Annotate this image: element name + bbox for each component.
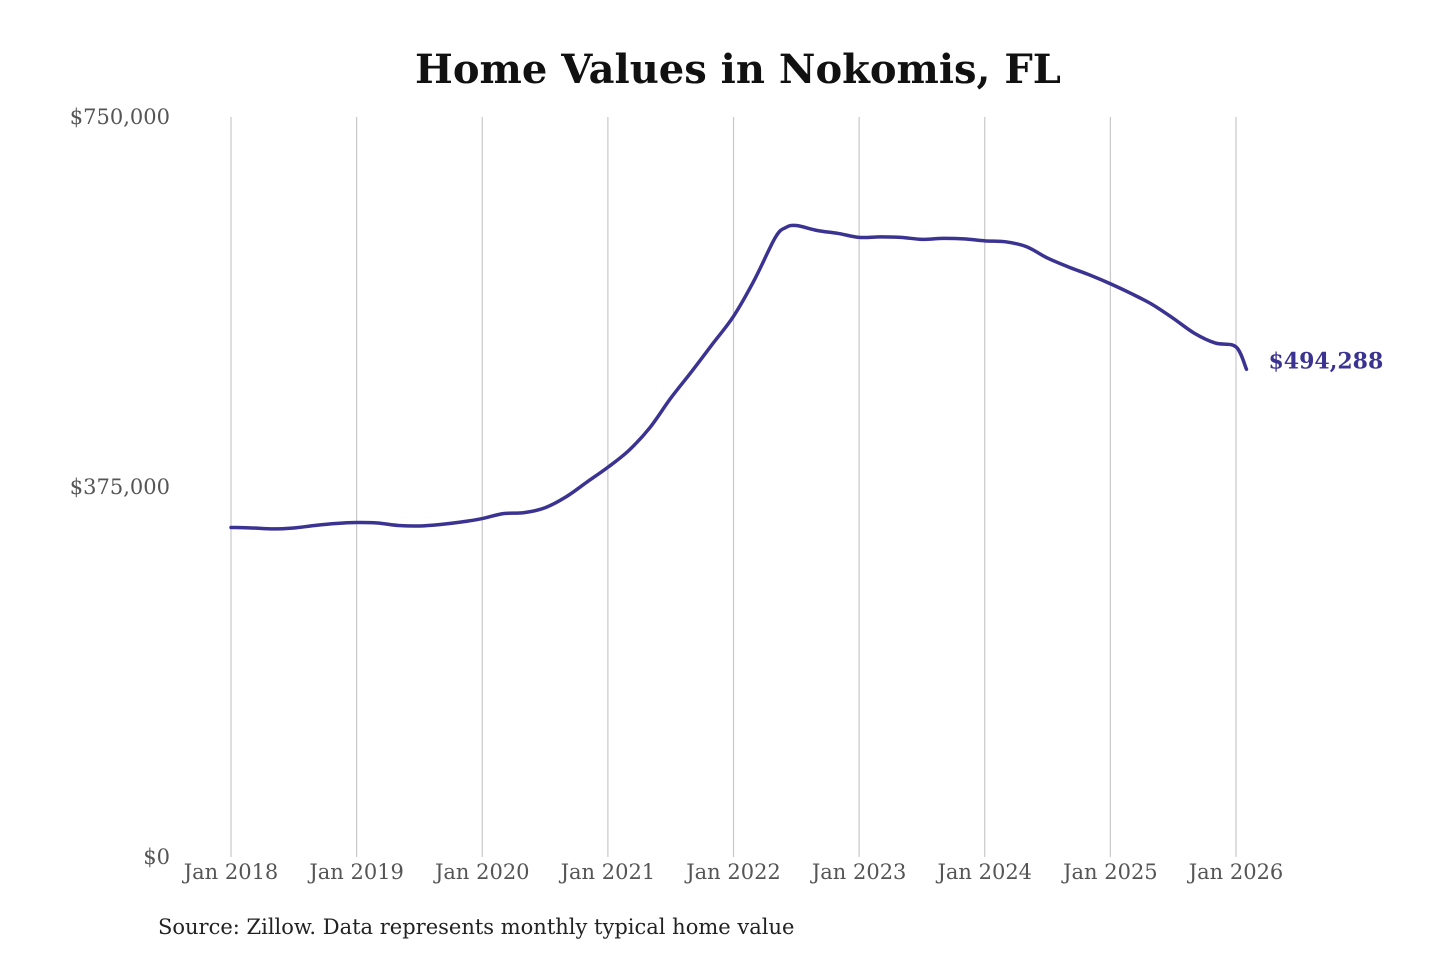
y-tick-label: $0 <box>143 845 170 869</box>
x-tick-label: Jan 2025 <box>1061 860 1158 884</box>
x-tick-label: Jan 2023 <box>810 860 907 884</box>
x-tick-label: Jan 2024 <box>935 860 1032 884</box>
vertical-gridlines <box>230 117 1237 857</box>
source-note: Source: Zillow. Data represents monthly … <box>158 915 795 939</box>
x-tick-label: Jan 2026 <box>1187 860 1284 884</box>
x-axis-ticks: Jan 2018 Jan 2019 Jan 2020 Jan 2021 Jan 2022… <box>182 860 1284 884</box>
x-tick-label: Jan 2022 <box>684 860 781 884</box>
x-tick-label: Jan 2021 <box>559 860 656 884</box>
y-axis-ticks: $0 $375,000 $750,000 <box>70 105 170 869</box>
chart-title: Home Values in Nokomis, FL <box>415 46 1061 93</box>
x-tick-label: Jan 2020 <box>433 860 530 884</box>
x-tick-label: Jan 2018 <box>182 860 279 884</box>
latest-value-label: $494,288 <box>1268 348 1383 374</box>
y-tick-label: $375,000 <box>70 475 170 499</box>
home-value-series-line <box>229 223 1249 531</box>
x-tick-label: Jan 2019 <box>307 860 404 884</box>
y-tick-label: $750,000 <box>70 105 170 129</box>
